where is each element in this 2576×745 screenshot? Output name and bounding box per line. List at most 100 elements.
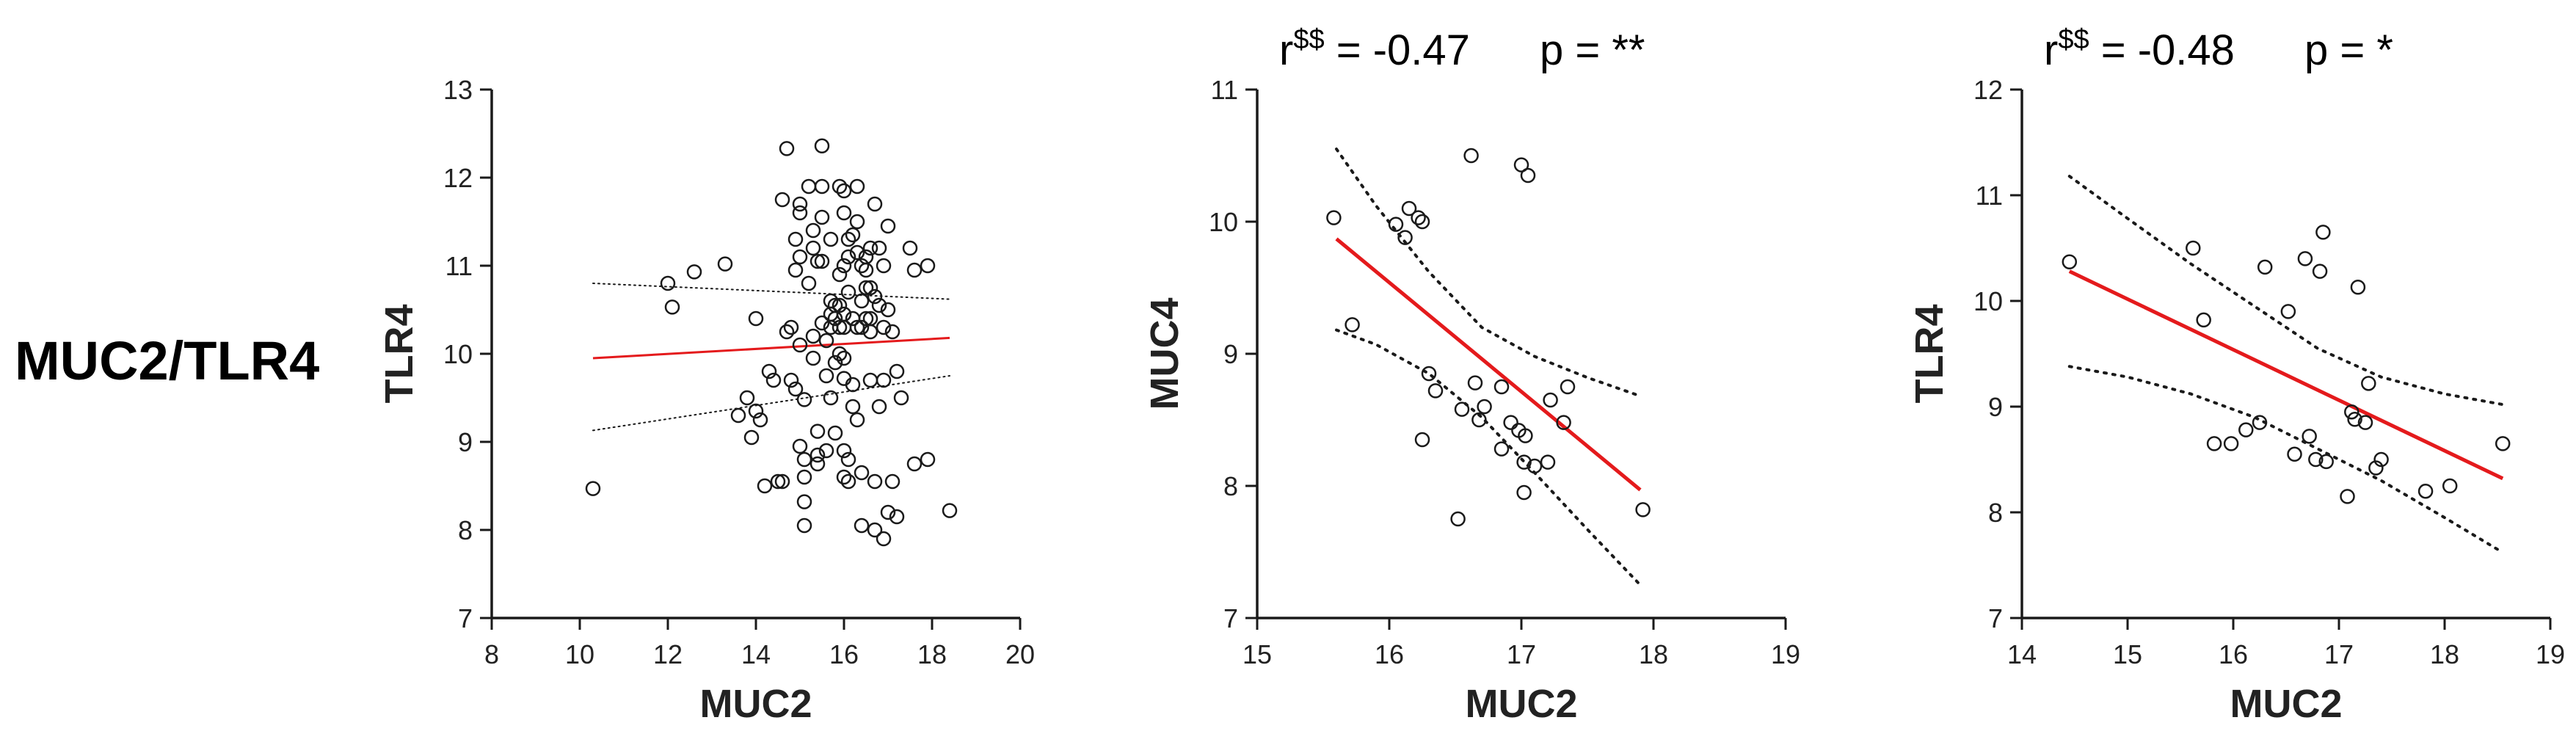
data-point (814, 209, 830, 225)
data-point (827, 425, 843, 441)
p-label: p = (1540, 26, 1612, 74)
y-tick-label: 12 (443, 163, 473, 193)
data-point (801, 178, 817, 195)
data-point (880, 504, 896, 520)
y-axis-title: TLR4 (377, 305, 421, 404)
y-tick-label: 11 (445, 251, 473, 281)
confidence-band-lower (1335, 328, 1642, 586)
y-tick-label: 10 (443, 339, 473, 369)
data-point (792, 196, 808, 212)
data-point (840, 473, 856, 490)
confidence-band-upper (2067, 175, 2505, 407)
y-tick-label: 11 (1976, 181, 2003, 211)
data-point (739, 390, 755, 406)
p-label: p = (2304, 26, 2376, 74)
data-point (1520, 167, 1536, 183)
data-point (743, 429, 760, 446)
p-significance: ** (1612, 26, 1645, 74)
data-point (867, 196, 883, 212)
data-point (783, 372, 799, 388)
data-point (880, 302, 896, 318)
data-point (1556, 415, 1571, 430)
data-point (792, 249, 808, 265)
data-point (585, 481, 601, 496)
x-tick-label: 18 (917, 639, 947, 669)
y-tick-label: 8 (1223, 471, 1238, 501)
data-point (845, 227, 861, 243)
y-tick-label: 9 (458, 427, 473, 457)
data-point (889, 509, 905, 525)
regression-line (592, 336, 950, 360)
data-point (862, 324, 878, 340)
data-point (1326, 210, 1342, 225)
data-point (1345, 317, 1360, 332)
y-tick-label: 10 (1973, 286, 2003, 316)
y-tick-label: 8 (458, 515, 473, 545)
data-point (2280, 304, 2296, 319)
confidence-band-upper (592, 283, 950, 300)
data-point (2287, 446, 2302, 462)
regression-line (2068, 269, 2504, 481)
confidence-band-lower (2067, 365, 2505, 554)
y-tick-label: 8 (1988, 498, 2003, 528)
y-tick-label: 10 (1209, 207, 1238, 237)
x-axis-title: MUC2 (1465, 682, 1577, 726)
data-point (827, 310, 843, 327)
x-tick-label: 18 (1639, 639, 1668, 669)
data-point (1388, 217, 1404, 232)
data-point (2373, 451, 2389, 468)
y-tick-label: 9 (1223, 339, 1238, 369)
data-point (805, 240, 821, 256)
confidence-band-lower (592, 375, 950, 432)
data-point (2357, 415, 2373, 430)
data-point (660, 275, 676, 291)
data-point (792, 438, 808, 454)
data-point (849, 412, 865, 428)
chart-panel-2: 15 16 17 18 19 7 8 9 10 11 MUC2 MUC4 r$$ = -0.47 p = … (1143, 24, 1800, 726)
data-point (906, 456, 923, 472)
data-point (805, 350, 821, 366)
x-tick-label: 18 (2430, 639, 2459, 669)
data-point (2238, 422, 2254, 437)
data-point (1397, 230, 1413, 245)
data-point (849, 214, 865, 230)
data-point (845, 399, 861, 415)
data-point (1463, 148, 1479, 164)
data-point (871, 240, 887, 256)
data-point (906, 262, 923, 278)
y-tick-label: 7 (1223, 603, 1238, 633)
data-point (774, 192, 790, 208)
r-label: r (2044, 26, 2058, 74)
data-point (2223, 436, 2239, 451)
data-point (770, 473, 786, 490)
data-point (2252, 415, 2268, 430)
data-point (854, 258, 870, 274)
data-point (2361, 376, 2376, 391)
x-tick-label: 14 (2007, 639, 2037, 669)
r-value: = -0.48 (2089, 26, 2235, 74)
r-value: = -0.47 (1325, 26, 1470, 74)
confidence-band-upper (1335, 148, 1642, 398)
data-point (757, 478, 773, 494)
y-tick-label: 13 (443, 75, 473, 105)
data-point (809, 456, 826, 472)
data-point (823, 390, 839, 406)
data-point (805, 222, 821, 239)
data-point (849, 244, 865, 261)
x-tick-label: 12 (653, 639, 683, 669)
data-point (809, 447, 826, 463)
data-point (1421, 366, 1437, 382)
data-point (871, 399, 887, 415)
data-point (765, 372, 782, 388)
p-value-stat: p = * (2304, 26, 2393, 74)
x-tick-label: 14 (741, 639, 771, 669)
data-point (1471, 412, 1487, 428)
data-point (858, 262, 874, 278)
data-point (792, 205, 808, 221)
correlation-stat: r$$ = -0.47 (1279, 24, 1470, 74)
y-tick-label: 9 (1988, 392, 2003, 422)
data-point (792, 337, 808, 353)
data-point (2196, 312, 2211, 328)
